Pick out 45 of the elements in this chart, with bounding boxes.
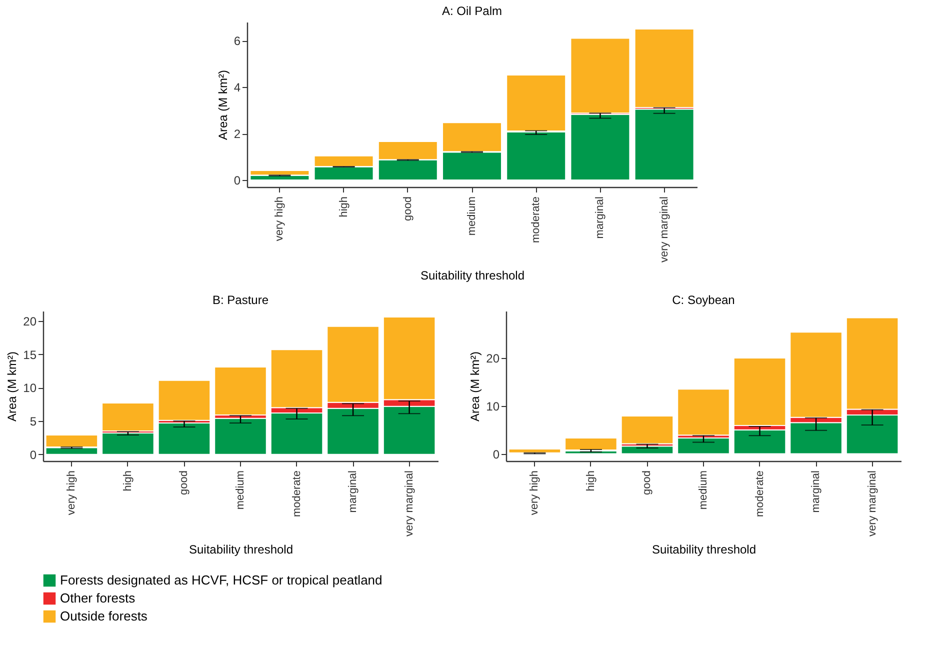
x-tick-label: very high: [274, 196, 286, 242]
x-tick-label: medium: [466, 196, 478, 236]
x-tick-label: good: [402, 196, 414, 221]
legend-label: Outside forests: [60, 608, 148, 624]
x-tick-label: very marginal: [658, 196, 670, 263]
y-tick-label: 20: [23, 314, 37, 328]
x-tick-label: marginal: [810, 470, 822, 513]
x-tick-label: very marginal: [866, 470, 878, 537]
x-axis-title: Suitability threshold: [652, 542, 756, 557]
x-tick-label: good: [641, 470, 654, 495]
y-tick-label: 0: [30, 448, 37, 462]
legend-label: Forests designated as HCVF, HCSF or tropical peatland: [60, 572, 382, 588]
y-tick-label: 0: [492, 447, 500, 462]
chart-title: A: Oil Palm: [442, 4, 502, 18]
y-tick-label: 2: [234, 127, 241, 142]
x-tick-label: high: [122, 470, 134, 492]
y-tick-label: 15: [23, 348, 37, 362]
x-tick-label: good: [178, 470, 190, 495]
x-tick-label: very high: [66, 470, 78, 516]
x-tick-label: medium: [698, 470, 710, 510]
x-axis-title: Suitability threshold: [420, 268, 525, 283]
y-tick-label: 5: [30, 414, 37, 428]
legend-label: Other forests: [60, 590, 136, 606]
x-tick-label: moderate: [530, 196, 542, 243]
y-tick-label: 10: [486, 399, 500, 414]
x-tick-label: moderate: [290, 470, 303, 517]
chart-title: B: Pasture: [212, 293, 269, 307]
y-tick-label: 0: [234, 174, 241, 188]
x-tick-label: medium: [234, 470, 246, 510]
chart-title: C: Soybean: [672, 293, 735, 307]
y-tick-label: 10: [23, 381, 37, 396]
y-tick-label: 4: [234, 80, 241, 95]
x-tick-label: moderate: [754, 470, 766, 517]
x-axis-title: Suitability threshold: [188, 542, 294, 557]
x-tick-label: high: [584, 470, 597, 492]
y-axis-title: Area (M km²): [5, 352, 20, 422]
y-tick-label: 20: [486, 351, 500, 366]
x-tick-label: high: [338, 196, 350, 218]
y-axis-title: Area (M km²): [468, 352, 482, 422]
x-tick-label: very marginal: [403, 470, 416, 537]
x-tick-label: very high: [528, 470, 541, 516]
y-axis-title: Area (M km²): [216, 70, 230, 140]
y-tick-label: 6: [234, 34, 241, 48]
x-tick-label: marginal: [347, 470, 360, 513]
x-tick-label: marginal: [594, 196, 606, 239]
